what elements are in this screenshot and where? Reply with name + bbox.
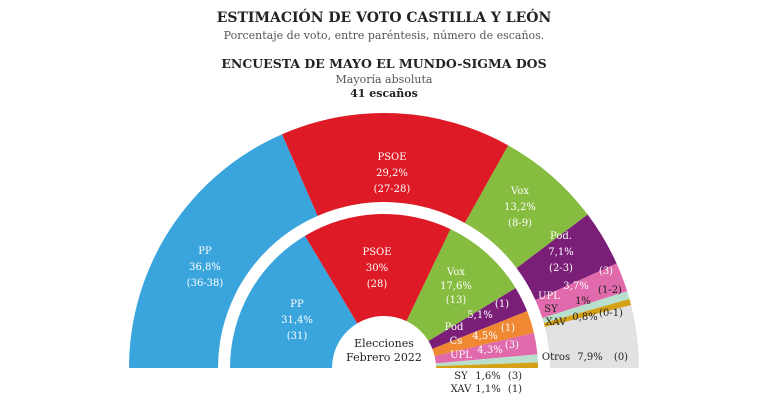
inner-segment-xav — [435, 362, 538, 368]
outer-pp-name: PP — [198, 246, 212, 257]
inner-upl-pct: 4,3% — [477, 345, 503, 356]
inner-psoe-seats: (28) — [366, 279, 388, 290]
outer-pp-label: PP 36,8% (36-38) — [187, 244, 224, 292]
outer-upl-pct: 3,7% — [563, 281, 589, 292]
outer-psoe-name: PSOE — [377, 152, 407, 163]
inner-pod-name: Pod — [444, 322, 464, 333]
outer-segment-otros — [544, 305, 639, 368]
outer-otros-name: Otros — [541, 352, 571, 363]
inner-vox-label: Vox 17,6% (13) — [440, 266, 472, 308]
inner-psoe-label: PSOE 30% (28) — [362, 245, 391, 293]
outer-sy-name: SY — [544, 304, 558, 315]
outer-segment-vox — [464, 145, 588, 269]
outer-xav-seats: (0-1) — [599, 308, 623, 319]
outer-upl-name: UPL — [538, 291, 560, 302]
inner-xav-seats: (1) — [507, 384, 523, 395]
inner-xav-pct: 1,1% — [475, 384, 501, 395]
inner-vox-pct: 17,6% — [440, 281, 472, 292]
center-label-line-2: Febrero 2022 — [346, 351, 422, 364]
inner-pp-name: PP — [290, 299, 304, 310]
chart-subtitle: Porcentaje de voto, entre paréntesis, nú… — [223, 29, 545, 42]
inner-upl-name: UPL — [450, 350, 472, 361]
inner-segment-cs — [432, 311, 534, 357]
outer-sy-pct: 1% — [575, 296, 591, 307]
inner-pod-pct: 5,1% — [467, 310, 493, 321]
inner-segment-upl — [434, 332, 538, 364]
inner-vox-seats: (13) — [445, 295, 467, 306]
inner-pp-label: PP 31,4% (31) — [281, 297, 313, 345]
inner-vox-name: Vox — [447, 267, 465, 278]
inner-pod-seats: (1) — [494, 299, 510, 310]
inner-sy-name: SY — [454, 371, 468, 382]
center-label-line-1: Elecciones — [354, 337, 414, 350]
majority-value: 41 escaños — [350, 87, 418, 100]
chart-title: ESTIMACIÓN DE VOTO CASTILLA Y LEÓN — [216, 10, 552, 26]
outer-otros-pct: 7,9% — [577, 352, 603, 363]
inner-sy-pct: 1,6% — [475, 371, 501, 382]
inner-cs-name: Cs — [449, 336, 463, 347]
inner-pp-pct: 31,4% — [281, 315, 313, 326]
inner-segment-sy — [435, 354, 538, 367]
inner-pp-seats: (31) — [286, 331, 308, 342]
outer-pod-label: Pod. 7,1% (2-3) — [548, 229, 573, 277]
majority-label: Mayoría absoluta — [335, 73, 433, 86]
outer-pod-name: Pod. — [550, 231, 572, 242]
outer-segment-upl — [535, 263, 628, 319]
outer-segment-pod — [516, 214, 617, 300]
outer-vox-seats: (8-9) — [508, 218, 532, 229]
outer-upl-seats: (3) — [598, 266, 614, 277]
center-label: Elecciones Febrero 2022 — [346, 337, 422, 365]
outer-vox-pct: 13,2% — [504, 202, 536, 213]
outer-psoe-label: PSOE 29,2% (27-28) — [374, 150, 411, 198]
inner-psoe-pct: 30% — [365, 263, 389, 274]
outer-pp-seats: (36-38) — [186, 278, 224, 289]
inner-segment-vox — [406, 229, 516, 342]
outer-pod-seats: (2-3) — [549, 263, 573, 274]
outer-psoe-seats: (27-28) — [373, 184, 411, 195]
inner-upl-seats: (3) — [504, 340, 520, 351]
inner-cs-pct: 4,5% — [472, 331, 498, 342]
inner-psoe-name: PSOE — [362, 247, 392, 258]
outer-vox-label: Vox 13,2% (8-9) — [504, 184, 536, 232]
inner-xav-name: XAV — [450, 384, 472, 395]
inner-sy-seats: (3) — [507, 371, 523, 382]
outer-segment-sy — [542, 291, 630, 324]
outer-segment-psoe — [282, 112, 509, 224]
outer-pod-pct: 7,1% — [548, 247, 574, 258]
outer-sy-seats: (1-2) — [598, 285, 622, 296]
survey-title: ENCUESTA DE MAYO EL MUNDO-SIGMA DOS — [221, 56, 547, 71]
outer-otros-seats: (0) — [613, 352, 629, 363]
inner-segment-pp — [230, 235, 358, 368]
outer-segment-pp — [129, 134, 318, 368]
inner-segment-pod — [428, 288, 528, 349]
inner-segment-psoe — [304, 214, 451, 324]
outer-psoe-pct: 29,2% — [376, 168, 408, 179]
outer-xav-pct: 0,8% — [572, 312, 598, 323]
outer-segment-xav — [543, 298, 632, 328]
inner-cs-seats: (1) — [500, 323, 516, 334]
outer-xav-name: XAV — [545, 317, 567, 328]
outer-pp-pct: 36,8% — [189, 262, 221, 273]
outer-vox-name: Vox — [511, 186, 529, 197]
